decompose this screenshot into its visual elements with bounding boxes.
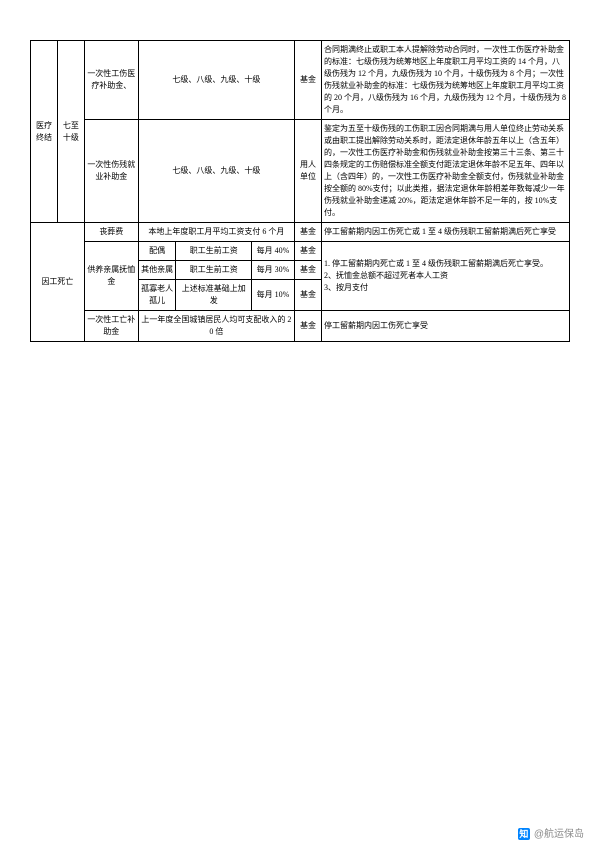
cell-category: 因工死亡: [31, 223, 85, 342]
cell-base: 职工生前工资: [176, 242, 251, 261]
table-row: 医疗终结 七至十级 一次性工伤医疗补助金、 七级、八级、九级、十级 基金 合同期…: [31, 41, 570, 120]
cell-item: 一次性工亡补助金: [84, 311, 138, 342]
watermark-text: @航运保岛: [534, 829, 584, 840]
cell-description: 停工留薪期内因工伤死亡或 1 至 4 级伤残职工留薪期满后死亡享受: [321, 223, 569, 242]
cell-item: 供养亲属抚恤金: [84, 242, 138, 311]
table-row: 一次性伤残就业补助金 七级、八级、九级、十级 用人单位 鉴定为五至十级伤残的工伤…: [31, 120, 570, 223]
watermark: 知 @航运保岛: [518, 825, 584, 840]
cell-source: 基金: [295, 242, 322, 261]
zhihu-icon: 知: [518, 828, 530, 840]
cell-who: 孤寡老人孤儿: [138, 280, 176, 311]
cell-who: 其他亲属: [138, 261, 176, 280]
cell-condition: 本地上年度职工月平均工资支付 6 个月: [138, 223, 294, 242]
table-row: 因工死亡 丧葬费 本地上年度职工月平均工资支付 6 个月 基金 停工留薪期内因工…: [31, 223, 570, 242]
cell-rate: 每月 30%: [251, 261, 294, 280]
cell-base: 上述标准基础上加发: [176, 280, 251, 311]
cell-item: 丧葬费: [84, 223, 138, 242]
cell-condition: 上一年度全国城镇居民人均可支配收入的 20 倍: [138, 311, 294, 342]
cell-description: 合同期满终止或职工本人提解除劳动合同时，一次性工伤医疗补助金的标准：七级伤残为统…: [321, 41, 569, 120]
table-row: 一次性工亡补助金 上一年度全国城镇居民人均可支配收入的 20 倍 基金 停工留薪…: [31, 311, 570, 342]
cell-condition: 七级、八级、九级、十级: [138, 120, 294, 223]
cell-source: 基金: [295, 223, 322, 242]
cell-item: 一次性伤残就业补助金: [84, 120, 138, 223]
cell-source: 基金: [295, 41, 322, 120]
cell-description: 停工留薪期内因工伤死亡享受: [321, 311, 569, 342]
cell-item: 一次性工伤医疗补助金、: [84, 41, 138, 120]
cell-category: 医疗终结: [31, 41, 58, 223]
compensation-table: 医疗终结 七至十级 一次性工伤医疗补助金、 七级、八级、九级、十级 基金 合同期…: [30, 40, 570, 342]
cell-condition: 七级、八级、九级、十级: [138, 41, 294, 120]
cell-description: 鉴定为五至十级伤残的工伤职工因合同期满与用人单位终止劳动关系或由职工提出解除劳动…: [321, 120, 569, 223]
cell-level: 七至十级: [57, 41, 84, 223]
cell-source: 基金: [295, 261, 322, 280]
cell-rate: 每月 10%: [251, 280, 294, 311]
cell-description: 1. 停工留薪期内死亡或 1 至 4 级伤残职工留薪期满后死亡享受。 2、抚恤金…: [321, 242, 569, 311]
page-content: 医疗终结 七至十级 一次性工伤医疗补助金、 七级、八级、九级、十级 基金 合同期…: [0, 0, 600, 382]
cell-base: 职工生前工资: [176, 261, 251, 280]
cell-source: 基金: [295, 311, 322, 342]
cell-rate: 每月 40%: [251, 242, 294, 261]
cell-who: 配偶: [138, 242, 176, 261]
table-row: 供养亲属抚恤金 配偶 职工生前工资 每月 40% 基金 1. 停工留薪期内死亡或…: [31, 242, 570, 261]
cell-source: 用人单位: [295, 120, 322, 223]
cell-source: 基金: [295, 280, 322, 311]
